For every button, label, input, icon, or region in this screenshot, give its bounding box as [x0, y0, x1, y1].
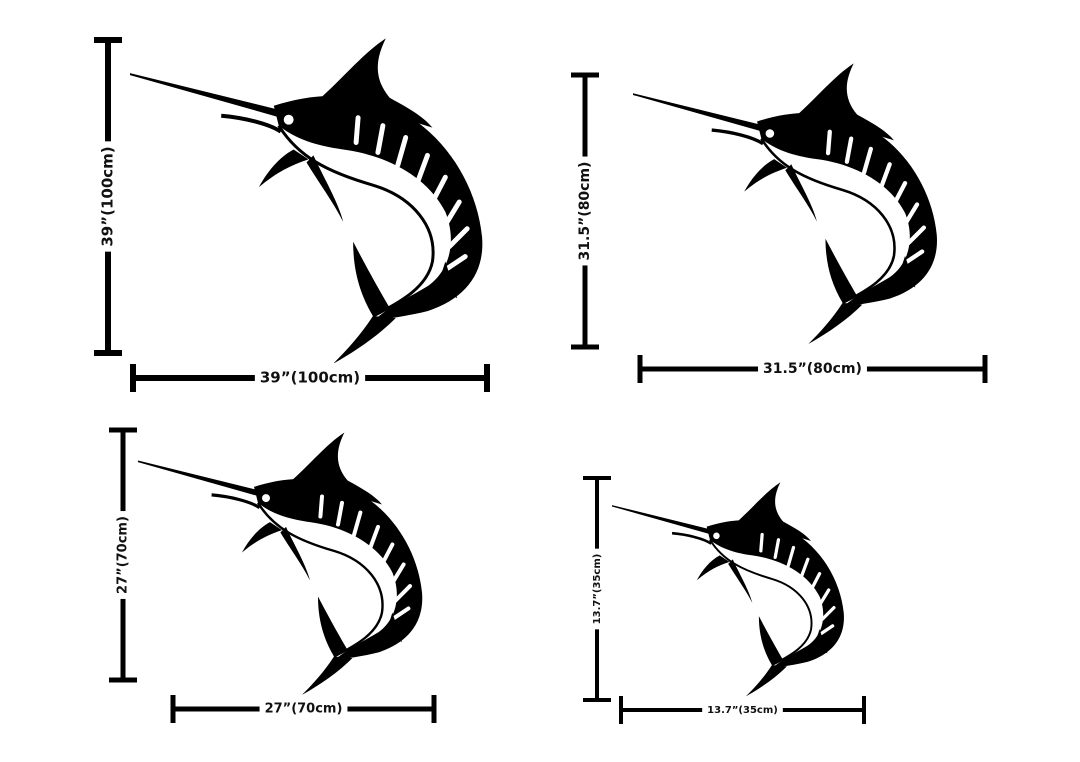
size-option: 27”(70cm) 27”(70cm): [109, 427, 437, 723]
height-label: 31.5”(80cm): [577, 162, 593, 261]
size-option: 13.7”(35cm) 13.7”(35cm): [583, 476, 866, 724]
marlin-illustration: [138, 433, 422, 695]
label-background: [259, 696, 348, 722]
label-background: [758, 355, 867, 383]
marlin-illustration: [612, 480, 846, 699]
marlin-illustration: [130, 38, 482, 363]
label-background: [254, 363, 366, 393]
label-background: [571, 156, 599, 266]
label-background: [110, 511, 136, 599]
size-option: 31.5”(80cm) 31.5”(80cm): [571, 63, 988, 383]
height-label: 13.7”(35cm): [592, 554, 603, 625]
height-label: 39”(100cm): [99, 146, 117, 246]
width-label: 13.7”(35cm): [707, 705, 778, 716]
size-option: 39”(100cm) 39”(100cm): [93, 37, 490, 393]
width-label: 39”(100cm): [260, 369, 360, 387]
height-label: 27”(70cm): [116, 516, 131, 594]
label-background: [93, 141, 123, 252]
width-label: 27”(70cm): [265, 702, 343, 717]
label-background: [702, 700, 783, 720]
marlin-illustration: [633, 63, 937, 344]
width-label: 31.5”(80cm): [763, 361, 862, 377]
label-background: [587, 548, 607, 630]
